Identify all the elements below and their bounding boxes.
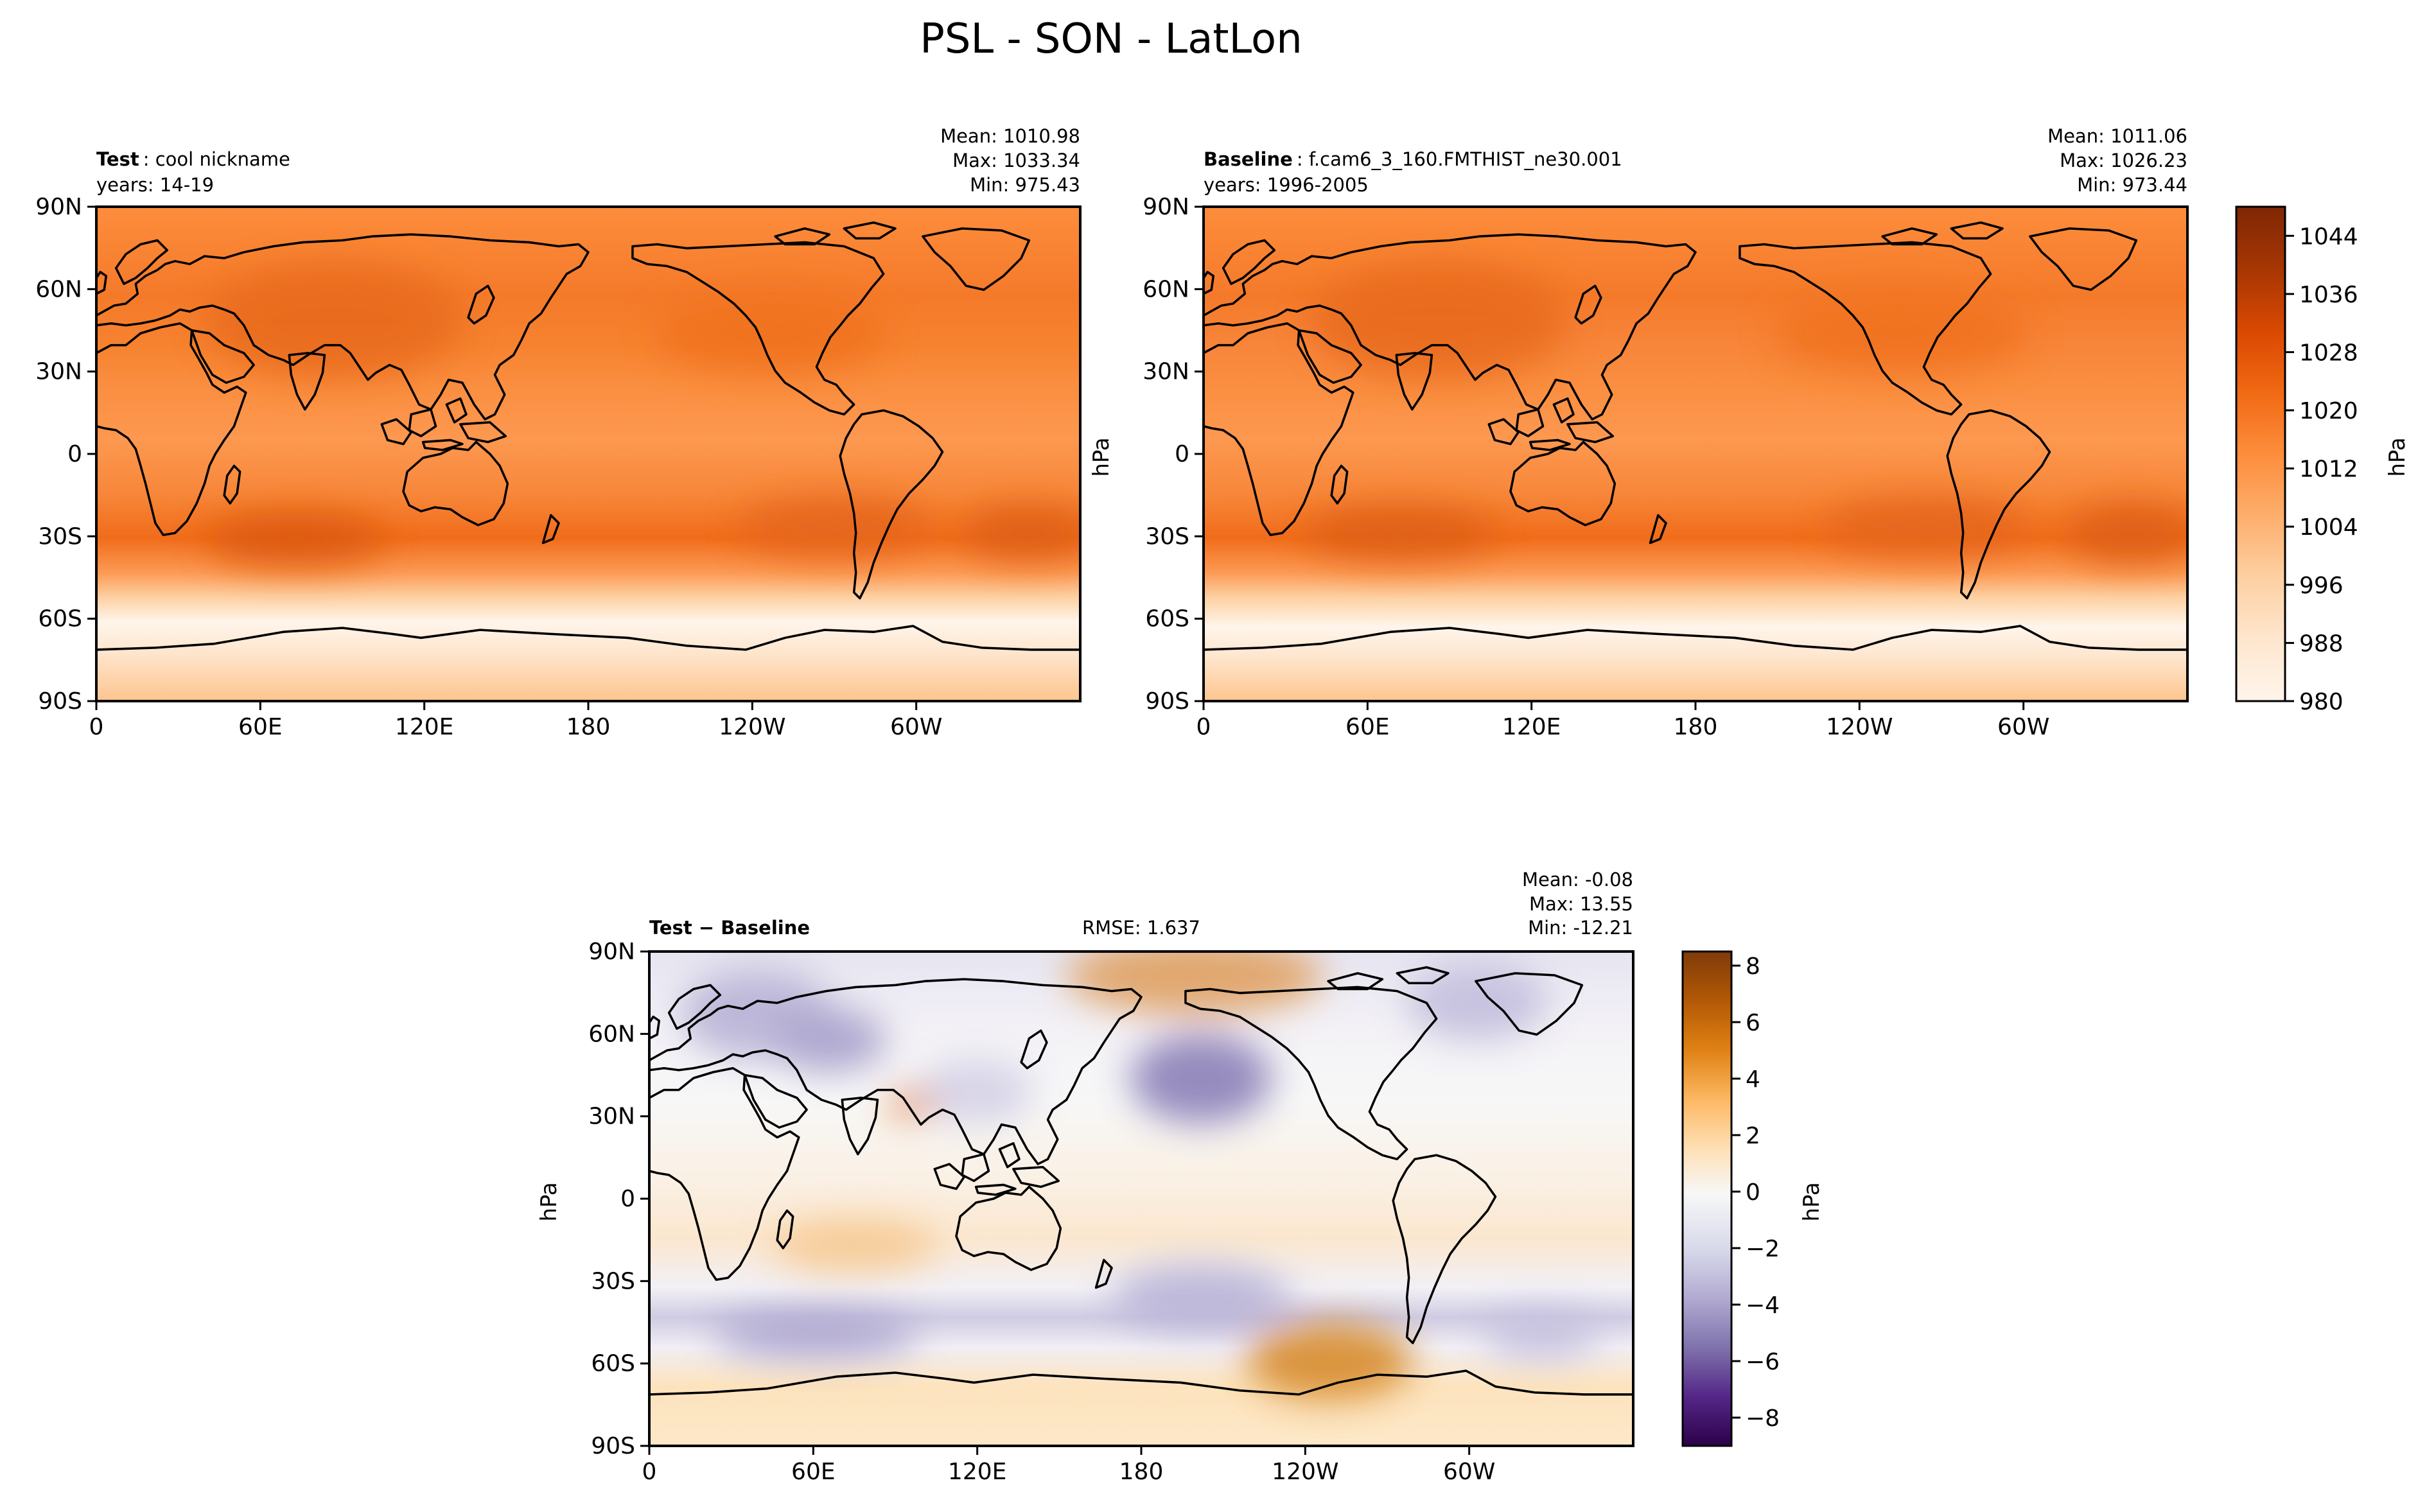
y-tick-label: 30N bbox=[588, 1104, 635, 1130]
x-tick-label: 180 bbox=[566, 714, 611, 740]
y-tick-label: 30N bbox=[35, 359, 82, 385]
test-stat-min: Min: 975.43 bbox=[970, 174, 1080, 196]
diff-xticks: 0 60E 120E 180 120W 60W bbox=[642, 1446, 1495, 1485]
y-tick-label: 30S bbox=[1145, 523, 1189, 550]
diff-colorbar-label: hPa bbox=[1799, 1182, 1825, 1221]
colorbar-tick-label: −4 bbox=[1746, 1292, 1780, 1319]
diff-name: Test − Baseline bbox=[649, 917, 810, 939]
diff-stat-min: Min: -12.21 bbox=[1528, 917, 1633, 939]
colorbar-tick-label: 980 bbox=[2299, 689, 2344, 715]
test-stat-max: Max: 1033.34 bbox=[952, 150, 1080, 171]
y-tick-label: 60S bbox=[1145, 606, 1189, 632]
test-xticks: 0 60E 120E 180 120W 60W bbox=[89, 701, 942, 740]
y-tick-label: 60S bbox=[38, 606, 82, 632]
baseline-stat-max: Max: 1026.23 bbox=[2060, 150, 2187, 171]
diff-stat-max: Max: 13.55 bbox=[1529, 893, 1633, 915]
baseline-years: years: 1996-2005 bbox=[1204, 174, 1369, 196]
diff-stat-mean: Mean: -0.08 bbox=[1522, 869, 1633, 891]
x-tick-label: 120W bbox=[1272, 1459, 1338, 1485]
x-tick-label: 0 bbox=[642, 1459, 657, 1485]
colorbar-tick-label: 2 bbox=[1746, 1123, 1760, 1149]
colorbar-tick-label: 0 bbox=[1746, 1179, 1760, 1206]
diff-colorbar-ticks: −8 −6 −4 −2 0 2 4 6 8 bbox=[1731, 953, 1780, 1432]
x-tick-label: 0 bbox=[1196, 714, 1211, 740]
x-tick-label: 120E bbox=[395, 714, 453, 740]
y-tick-label: 0 bbox=[67, 441, 82, 467]
baseline-ylabel: hPa bbox=[1089, 437, 1114, 476]
x-tick-label: 120W bbox=[719, 714, 785, 740]
y-tick-label: 90N bbox=[588, 939, 635, 965]
colorbar-tick-label: −6 bbox=[1746, 1349, 1780, 1375]
y-tick-label: 90S bbox=[591, 1433, 635, 1459]
colorbar-tick-label: 8 bbox=[1746, 953, 1760, 980]
baseline-colorbar-fill bbox=[2236, 207, 2285, 701]
test-stat-mean: Mean: 1010.98 bbox=[940, 125, 1080, 147]
x-tick-label: 60E bbox=[238, 714, 283, 740]
y-tick-label: 90N bbox=[35, 194, 82, 220]
colorbar-tick-label: −8 bbox=[1746, 1405, 1780, 1432]
y-tick-label: 60S bbox=[591, 1351, 635, 1377]
x-tick-label: 60W bbox=[1997, 714, 2049, 740]
test-name: Test: cool nickname bbox=[96, 148, 290, 170]
colorbar-tick-label: 1028 bbox=[2299, 340, 2358, 366]
colorbar-tick-label: 1036 bbox=[2299, 282, 2358, 308]
test-years: years: 14-19 bbox=[96, 174, 214, 196]
y-tick-label: 30S bbox=[591, 1268, 635, 1294]
test-panel: 0 60E 120E 180 120W 60W 90N 60N 30N 0 30S 60S 90S T… bbox=[35, 125, 1082, 740]
diff-panel: 0 60E 120E 180 120W 60W 90N 60N 30N 0 30S 60S 90S h… bbox=[536, 869, 1825, 1485]
baseline-stat-mean: Mean: 1011.06 bbox=[2047, 125, 2187, 147]
y-tick-label: 30N bbox=[1143, 359, 1189, 385]
colorbar-tick-label: 1004 bbox=[2299, 514, 2358, 541]
colorbar-tick-label: 6 bbox=[1746, 1010, 1760, 1036]
diff-yticks: 90N 60N 30N 0 30S 60S 90S bbox=[588, 939, 649, 1459]
baseline-colorbar-frame bbox=[2235, 205, 2286, 702]
y-tick-label: 60N bbox=[588, 1021, 635, 1047]
baseline-xticks: 0 60E 120E 180 120W 60W bbox=[1196, 701, 2049, 740]
colorbar-tick-label: 1020 bbox=[2299, 398, 2358, 424]
y-tick-label: 60N bbox=[1143, 276, 1189, 302]
x-tick-label: 60W bbox=[1443, 1459, 1495, 1485]
y-tick-label: 0 bbox=[1175, 441, 1189, 467]
y-tick-label: 90N bbox=[1143, 194, 1189, 220]
baseline-panel: 0 60E 120E 180 120W 60W 90N 60N 30N 0 30S 60S 90S h… bbox=[1089, 125, 2410, 740]
y-tick-label: 0 bbox=[620, 1186, 635, 1212]
diff-colorbar-fill bbox=[1683, 952, 1731, 1446]
baseline-name: Baseline: f.cam6_3_160.FMTHIST_ne30.001 bbox=[1204, 148, 1622, 170]
x-tick-label: 120W bbox=[1826, 714, 1893, 740]
colorbar-tick-label: 1044 bbox=[2299, 223, 2358, 250]
baseline-yticks: 90N 60N 30N 0 30S 60S 90S bbox=[1143, 194, 1204, 715]
x-tick-label: 0 bbox=[89, 714, 104, 740]
baseline-stat-min: Min: 973.44 bbox=[2077, 174, 2187, 196]
figure-title: PSL - SON - LatLon bbox=[920, 15, 1302, 63]
baseline-colorbar: 980 988 996 1004 1012 1020 1028 1036 1044 hPa bbox=[2235, 205, 2410, 715]
baseline-colorbar-label: hPa bbox=[2385, 437, 2410, 476]
diff-ylabel: hPa bbox=[536, 1182, 562, 1221]
colorbar-tick-label: 996 bbox=[2299, 573, 2344, 599]
x-tick-label: 180 bbox=[1119, 1459, 1164, 1485]
baseline-colorbar-ticks: 980 988 996 1004 1012 1020 1028 1036 1044 bbox=[2285, 223, 2358, 715]
colorbar-tick-label: 988 bbox=[2299, 630, 2344, 657]
y-tick-label: 30S bbox=[38, 523, 82, 550]
diff-colorbar-frame bbox=[1681, 950, 1733, 1447]
x-tick-label: 60E bbox=[1345, 714, 1390, 740]
diff-colorbar: −8 −6 −4 −2 0 2 4 6 8 hPa bbox=[1681, 950, 1825, 1447]
x-tick-label: 180 bbox=[1674, 714, 1718, 740]
test-yticks: 90N 60N 30N 0 30S 60S 90S bbox=[35, 194, 96, 715]
colorbar-tick-label: 4 bbox=[1746, 1066, 1760, 1093]
diff-rmse: RMSE: 1.637 bbox=[1082, 917, 1200, 939]
x-tick-label: 120E bbox=[948, 1459, 1006, 1485]
x-tick-label: 120E bbox=[1502, 714, 1561, 740]
colorbar-tick-label: 1012 bbox=[2299, 456, 2358, 483]
y-tick-label: 90S bbox=[38, 688, 82, 715]
y-tick-label: 60N bbox=[35, 276, 82, 302]
x-tick-label: 60W bbox=[890, 714, 942, 740]
x-tick-label: 60E bbox=[791, 1459, 836, 1485]
y-tick-label: 90S bbox=[1145, 688, 1189, 715]
colorbar-tick-label: −2 bbox=[1746, 1236, 1780, 1262]
